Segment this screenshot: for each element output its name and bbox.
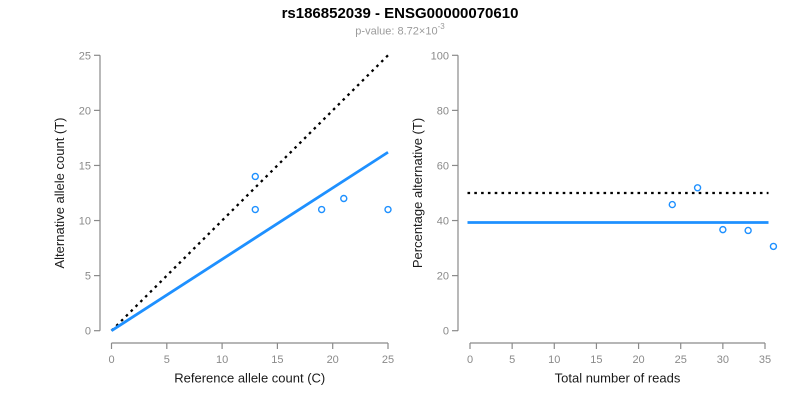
y-tick-label: 60 [437, 160, 449, 172]
x-tick-label: 25 [675, 354, 687, 366]
data-point [251, 205, 259, 214]
y-tick-label: 0 [85, 326, 91, 338]
x-tick-label: 20 [632, 354, 644, 366]
data-point [668, 200, 676, 209]
pvalue-text: p-value: 8.72×10 [355, 25, 438, 38]
y-tick-label: 40 [437, 216, 449, 228]
y-tick-label: 25 [79, 50, 91, 62]
y-tick-label: 100 [431, 50, 449, 62]
x-tick-label: 30 [717, 354, 729, 366]
x-tick-label: 0 [467, 354, 473, 366]
y-tick-label: 20 [437, 271, 449, 283]
x-tick-label: 0 [108, 354, 114, 366]
data-point [384, 205, 392, 214]
y-tick-label: 80 [437, 105, 449, 117]
x-axis-label: Total number of reads [555, 371, 681, 386]
data-point [769, 242, 778, 251]
data-point [251, 172, 259, 181]
x-tick-label: 20 [327, 354, 339, 366]
y-axis-label: Percentage alternative (T) [410, 118, 425, 268]
x-tick-label: 5 [164, 354, 170, 366]
y-tick-label: 0 [443, 326, 449, 338]
y-tick-label: 5 [85, 271, 91, 283]
x-tick-label: 15 [590, 354, 602, 366]
y-tick-label: 20 [79, 105, 91, 117]
plot-subtitle: p-value: 8.72×10-3 [0, 22, 800, 38]
x-tick-label: 25 [382, 354, 394, 366]
x-tick-label: 10 [216, 354, 228, 366]
plot-title: rs186852039 - ENSG00000070610 [281, 5, 519, 22]
x-axis-label: Reference allele count (C) [174, 371, 325, 386]
x-tick-label: 15 [271, 354, 283, 366]
data-point [317, 205, 326, 214]
pvalue-exponent: -3 [437, 22, 445, 31]
y-tick-label: 15 [79, 160, 91, 172]
x-tick-label: 10 [548, 354, 560, 366]
x-tick-label: 5 [509, 354, 515, 366]
y-axis-label: Alternative allele count (T) [52, 117, 67, 268]
y-tick-label: 10 [79, 216, 91, 228]
fit-line [110, 151, 389, 332]
identity-line [110, 54, 389, 332]
data-point [744, 226, 752, 235]
data-point [340, 194, 348, 203]
data-point [719, 225, 727, 234]
x-tick-label: 35 [759, 354, 771, 366]
data-point [693, 184, 702, 192]
